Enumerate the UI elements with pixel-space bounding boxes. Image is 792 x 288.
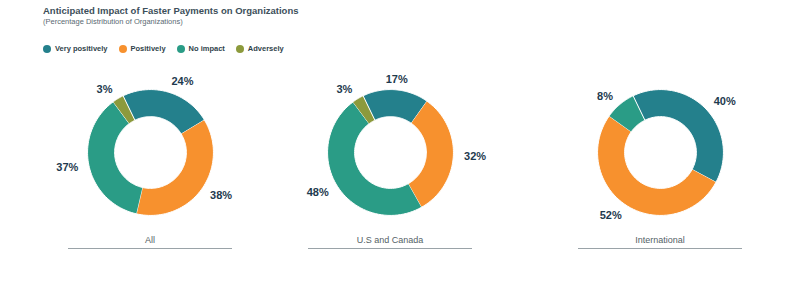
html-text:Anticipated Impact of Faster P: Anticipated Impact of Faster Payments on…	[43, 5, 299, 16]
svg-text:32%: 32%	[464, 150, 486, 162]
html-text:All: All	[145, 235, 155, 245]
svg-text:48%: 48%	[307, 186, 329, 198]
svg-text:40%: 40%	[714, 95, 736, 107]
svg-text:52%: 52%	[600, 209, 622, 221]
svg-text:17%: 17%	[386, 73, 408, 85]
html-text:Very positively: Very positively	[55, 44, 108, 53]
svg-text:37%: 37%	[56, 161, 78, 173]
html-text:Adversely: Adversely	[247, 44, 284, 53]
html-text:U.S and Canada: U.S and Canada	[356, 235, 424, 245]
html-text:Positively: Positively	[130, 44, 166, 53]
html-text:(Percentage Distribution of Or: (Percentage Distribution of Organization…	[43, 17, 183, 26]
svg-text:24%: 24%	[171, 75, 193, 87]
html-text:International: International	[635, 235, 685, 245]
svg-text:38%: 38%	[210, 189, 232, 201]
svg-text:3%: 3%	[97, 83, 113, 95]
svg-text:3%: 3%	[336, 83, 352, 95]
html-text:No impact: No impact	[188, 44, 225, 53]
svg-text:8%: 8%	[597, 90, 613, 102]
